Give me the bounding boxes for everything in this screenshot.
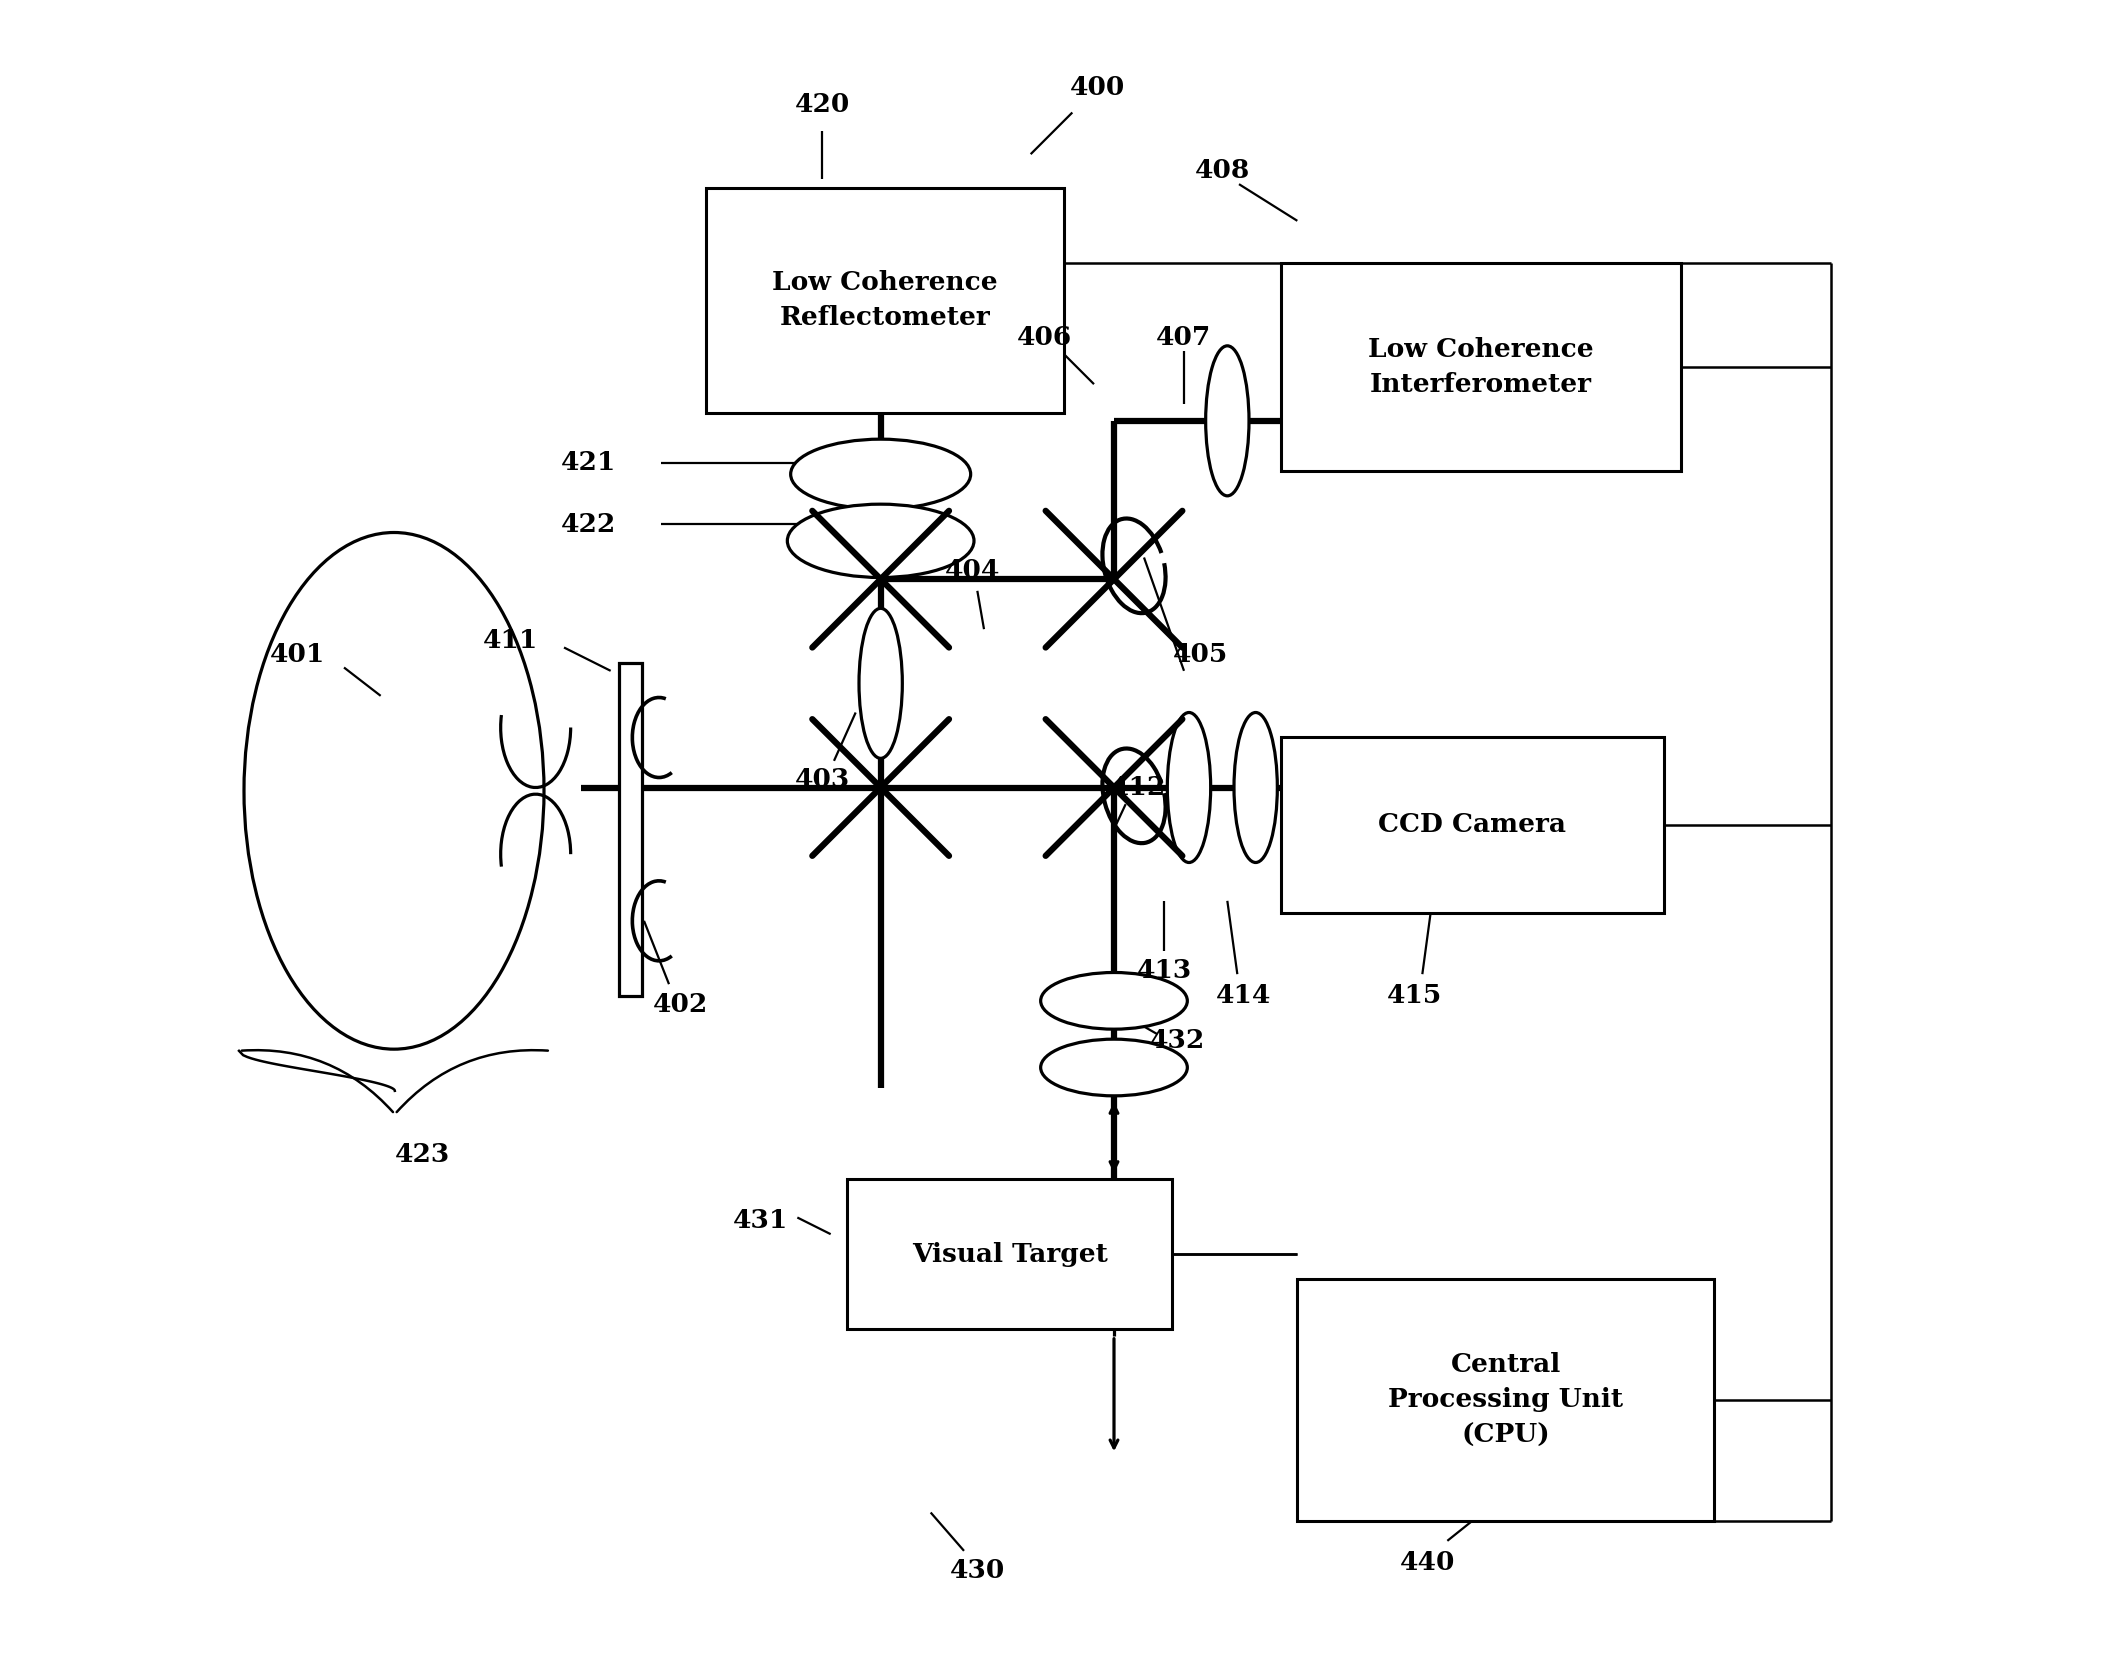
FancyBboxPatch shape — [847, 1179, 1173, 1330]
Text: 421: 421 — [562, 451, 617, 476]
Text: Central
Processing Unit
(CPU): Central Processing Unit (CPU) — [1387, 1352, 1624, 1447]
Text: Visual Target: Visual Target — [913, 1241, 1109, 1266]
Text: 440: 440 — [1400, 1549, 1456, 1574]
Text: 412: 412 — [1111, 776, 1166, 801]
Ellipse shape — [1207, 345, 1249, 496]
Bar — [619, 663, 643, 997]
Text: 401: 401 — [270, 642, 326, 667]
Text: 432: 432 — [1149, 1028, 1204, 1054]
Ellipse shape — [860, 608, 902, 759]
Ellipse shape — [1234, 712, 1277, 863]
Ellipse shape — [1041, 973, 1187, 1028]
FancyBboxPatch shape — [1281, 737, 1664, 913]
Text: 411: 411 — [483, 628, 538, 653]
Text: 423: 423 — [394, 1142, 449, 1167]
Text: 402: 402 — [653, 992, 709, 1017]
FancyBboxPatch shape — [1298, 1280, 1713, 1521]
Text: 414: 414 — [1217, 983, 1273, 1008]
Text: 420: 420 — [794, 92, 849, 117]
Ellipse shape — [245, 533, 545, 1049]
Text: 407: 407 — [1156, 325, 1211, 350]
Text: 408: 408 — [1194, 159, 1249, 183]
Text: 400: 400 — [1070, 75, 1126, 100]
Text: 404: 404 — [945, 558, 1000, 583]
Ellipse shape — [1168, 712, 1211, 863]
Text: Low Coherence
Interferometer: Low Coherence Interferometer — [1368, 337, 1594, 397]
Ellipse shape — [787, 504, 975, 578]
FancyBboxPatch shape — [706, 188, 1064, 412]
FancyBboxPatch shape — [1281, 263, 1681, 471]
Ellipse shape — [1041, 1038, 1187, 1095]
Ellipse shape — [792, 439, 970, 509]
Text: 405: 405 — [1173, 642, 1228, 667]
Text: 415: 415 — [1385, 983, 1441, 1008]
Text: 406: 406 — [1017, 325, 1073, 350]
Text: 422: 422 — [562, 511, 617, 536]
Text: 430: 430 — [949, 1558, 1004, 1583]
Text: 403: 403 — [794, 767, 849, 792]
Text: CCD Camera: CCD Camera — [1379, 812, 1566, 838]
Text: 431: 431 — [732, 1208, 787, 1233]
Text: Low Coherence
Reflectometer: Low Coherence Reflectometer — [772, 270, 998, 330]
Text: 413: 413 — [1136, 958, 1192, 983]
